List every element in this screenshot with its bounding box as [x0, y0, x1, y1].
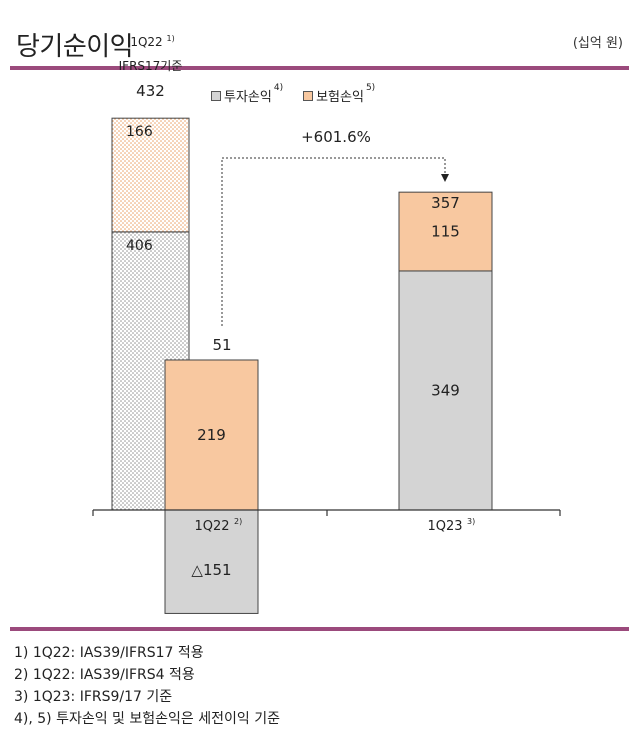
footnotes: 1) 1Q22: IAS39/IFRS17 적용 2) 1Q22: IAS39/… — [14, 642, 280, 730]
page-title: 당기순이익 — [16, 32, 134, 62]
value-label-1q23-investment: 349 — [431, 381, 460, 399]
legend: 투자손익 4) 보험손익 5) — [211, 83, 376, 105]
legend-item-insurance: 보험손익 5) — [303, 83, 376, 105]
legend-swatch-insurance — [303, 91, 314, 101]
unit-label: (십억 원) — [572, 36, 623, 51]
legend-swatch-investment — [211, 91, 221, 101]
restated-label-line1: 1Q22 — [130, 35, 162, 49]
restated-investment-label: 406 — [126, 238, 153, 254]
category-label-1q22: 1Q22 — [194, 519, 229, 534]
category-label-1q23: 1Q23 — [427, 519, 462, 534]
legend-item-investment: 투자손익 4) — [211, 83, 284, 105]
bottom-divider — [10, 627, 629, 631]
legend-sup-investment: 4) — [273, 83, 284, 93]
category-sup-1q23: 3) — [467, 517, 475, 526]
value-label-1q22-insurance: 219 — [197, 426, 226, 444]
bar-1q23-insurance — [398, 191, 493, 272]
total-label-1q23: 357 — [431, 194, 460, 212]
net-income-chart: 406 166 432 IFRS17기준 1Q22 1) △151 219 349 115 51 35… — [92, 34, 561, 614]
bar-1q22-insurance — [164, 359, 259, 511]
bar-1q23-investment — [398, 270, 493, 511]
restated-label-line2: IFRS17기준 — [119, 59, 183, 73]
restated-total-label: 432 — [136, 82, 165, 100]
legend-sup-insurance: 5) — [365, 83, 376, 93]
bar-1q22-investment — [164, 509, 259, 614]
category-sup-1q22: 2) — [234, 517, 242, 526]
growth-annotation: +601.6% — [301, 128, 371, 146]
value-label-1q22-investment: △151 — [191, 561, 231, 579]
legend-label-insurance: 보험손익 — [316, 90, 364, 105]
restated-label-sup: 1) — [167, 34, 175, 43]
footnote-2: 2) 1Q22: IAS39/IFRS4 적용 — [14, 667, 195, 683]
legend-label-investment: 투자손익 — [224, 90, 272, 105]
restated-insurance-label: 166 — [126, 124, 153, 140]
total-label-1q22: 51 — [212, 336, 231, 354]
top-divider — [10, 66, 629, 70]
footnote-3: 3) 1Q23: IFRS9/17 기준 — [14, 689, 173, 705]
growth-connector-arrow — [221, 157, 449, 326]
footnote-1: 1) 1Q22: IAS39/IFRS17 적용 — [14, 645, 204, 661]
footnote-4: 4), 5) 투자손익 및 보험손익은 세전이익 기준 — [14, 711, 280, 727]
value-label-1q23-insurance: 115 — [431, 223, 460, 241]
bar-1q22-restated-insurance — [111, 117, 190, 233]
